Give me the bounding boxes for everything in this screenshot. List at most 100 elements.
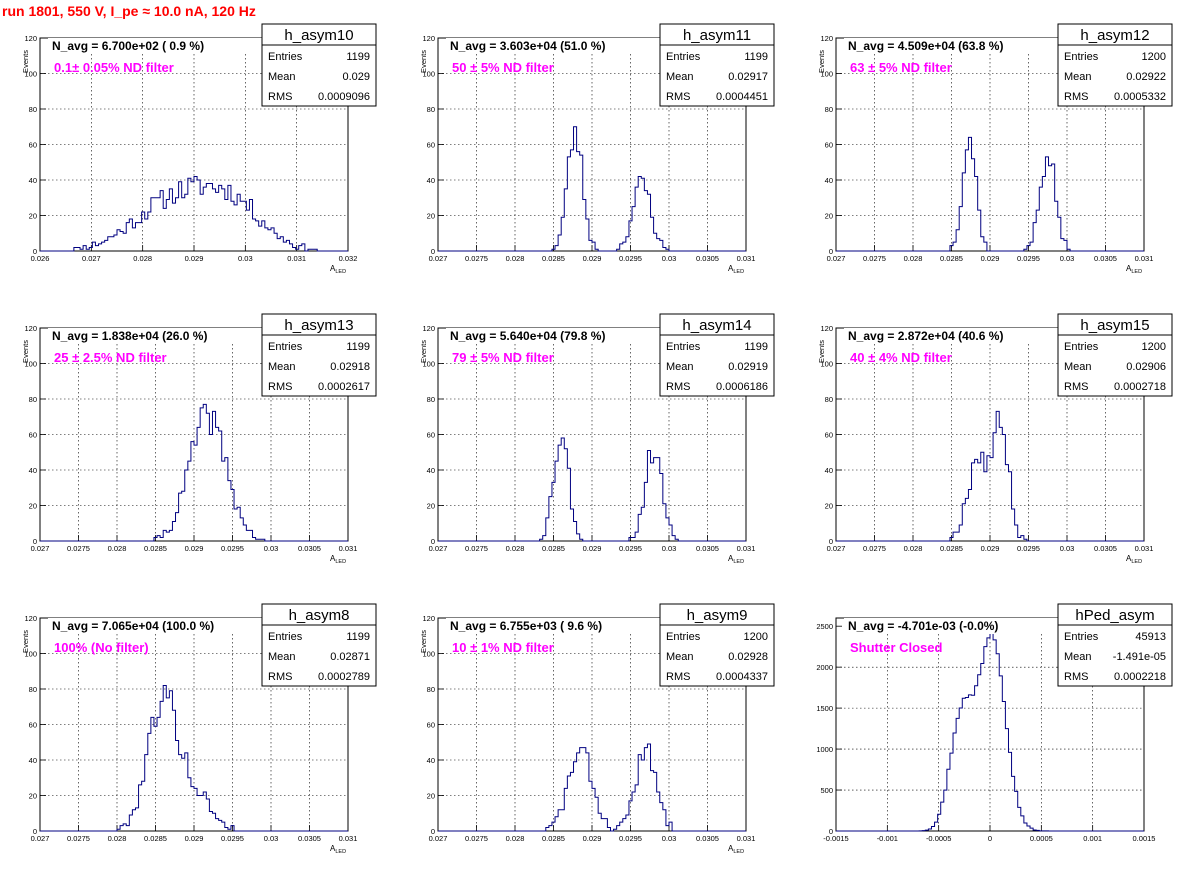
y-tick-label: 100 bbox=[24, 360, 37, 369]
navg-box bbox=[446, 38, 672, 54]
y-tick-label: 120 bbox=[422, 324, 435, 333]
x-tick-label: 0.0005 bbox=[1030, 834, 1053, 843]
x-axis-label: ALED bbox=[330, 264, 346, 275]
stats-value-entries: 45913 bbox=[1135, 631, 1166, 643]
x-tick-label: 0.0305 bbox=[298, 544, 321, 553]
x-tick-label: 0.0285 bbox=[542, 254, 565, 263]
stats-key-entries: Entries bbox=[1064, 51, 1099, 63]
x-tick-label: 0.0305 bbox=[1094, 544, 1117, 553]
histogram-panel-h_asym15: 0.027 0.0275 0.028 0.0285 0.029 0.0295 0.03 0.0… bbox=[817, 313, 1173, 565]
histogram-series bbox=[40, 403, 348, 542]
x-tick-label: 0.028 bbox=[506, 544, 525, 553]
navg-text: N_avg = 2.872e+04 (40.6 %) bbox=[848, 329, 1003, 343]
y-tick-label: 0 bbox=[829, 537, 833, 546]
stats-value-mean: 0.029 bbox=[342, 71, 370, 83]
navg-text: N_avg = 3.603e+04 (51.0 %) bbox=[450, 39, 605, 53]
stats-key-entries: Entries bbox=[268, 341, 303, 353]
histogram-panel-h_asym8: 0.027 0.0275 0.028 0.0285 0.029 0.0295 0.03 0.0… bbox=[21, 603, 377, 855]
stats-box bbox=[1057, 603, 1173, 687]
x-tick-label: 0.001 bbox=[1083, 834, 1102, 843]
stats-value-entries: 1199 bbox=[346, 341, 370, 353]
navg-box bbox=[446, 328, 672, 344]
x-axis-label: ALED bbox=[728, 264, 744, 275]
y-axis-label: Events bbox=[817, 50, 826, 73]
y-tick-label: 20 bbox=[825, 502, 833, 511]
x-tick-label: 0.0305 bbox=[696, 254, 719, 263]
x-tick-label: 0.0295 bbox=[221, 544, 244, 553]
x-tick-label: 0.0295 bbox=[1017, 254, 1040, 263]
filter-text: 0.1± 0.05% ND filter bbox=[54, 60, 174, 75]
x-tick-label: 0.027 bbox=[827, 544, 846, 553]
filter-text: Shutter Closed bbox=[850, 640, 943, 655]
stats-key-rms: RMS bbox=[1064, 91, 1088, 103]
filter-text: 50 ± 5% ND filter bbox=[452, 60, 554, 75]
y-tick-label: 120 bbox=[820, 34, 833, 43]
x-tick-label: 0.0275 bbox=[863, 544, 886, 553]
navg-text: N_avg = 1.838e+04 (26.0 %) bbox=[52, 329, 207, 343]
y-tick-label: 2500 bbox=[816, 622, 833, 631]
stats-key-mean: Mean bbox=[268, 71, 296, 83]
y-tick-label: 40 bbox=[427, 176, 435, 185]
x-tick-label: 0.028 bbox=[904, 254, 923, 263]
stats-key-entries: Entries bbox=[1064, 631, 1099, 643]
x-tick-label: 0.03 bbox=[264, 544, 279, 553]
x-tick-label: 0.0275 bbox=[465, 254, 488, 263]
x-tick-label: 0.0275 bbox=[465, 834, 488, 843]
x-tick-label: 0 bbox=[988, 834, 992, 843]
stats-key-mean: Mean bbox=[666, 361, 694, 373]
x-tick-label: 0.0285 bbox=[542, 544, 565, 553]
x-tick-label: 0.03 bbox=[1060, 544, 1075, 553]
navg-box bbox=[844, 328, 1070, 344]
y-tick-label: 2000 bbox=[816, 663, 833, 672]
stats-key-mean: Mean bbox=[1064, 71, 1092, 83]
stats-key-rms: RMS bbox=[268, 381, 292, 393]
stats-value-rms: 0.0002617 bbox=[318, 381, 370, 393]
y-tick-label: 120 bbox=[24, 324, 37, 333]
x-tick-label: 0.028 bbox=[506, 254, 525, 263]
x-tick-label: 0.029 bbox=[583, 544, 602, 553]
y-tick-label: 60 bbox=[29, 141, 37, 150]
x-tick-label: 0.0275 bbox=[465, 544, 488, 553]
histogram-panel-h_asym13: 0.027 0.0275 0.028 0.0285 0.029 0.0295 0.03 0.0… bbox=[21, 313, 377, 565]
stats-value-entries: 1200 bbox=[1142, 51, 1166, 63]
y-tick-label: 1000 bbox=[816, 745, 833, 754]
filter-text: 100% (No filter) bbox=[54, 640, 149, 655]
x-tick-label: 0.0295 bbox=[221, 834, 244, 843]
x-axis-label: ALED bbox=[1126, 554, 1142, 565]
x-tick-label: 0.031 bbox=[1135, 544, 1154, 553]
navg-box bbox=[446, 618, 672, 634]
stats-box bbox=[659, 23, 775, 107]
y-tick-label: 100 bbox=[422, 360, 435, 369]
y-axis-label: Events bbox=[21, 630, 30, 653]
stats-title: h_asym13 bbox=[284, 317, 353, 334]
x-tick-label: 0.028 bbox=[506, 834, 525, 843]
histogram-series bbox=[438, 437, 746, 542]
y-tick-label: 40 bbox=[29, 756, 37, 765]
x-tick-label: 0.028 bbox=[133, 254, 152, 263]
y-tick-label: 80 bbox=[427, 105, 435, 114]
y-tick-label: 20 bbox=[825, 212, 833, 221]
histogram-series bbox=[438, 743, 746, 832]
stats-value-rms: 0.0002218 bbox=[1114, 671, 1166, 683]
y-tick-label: 0 bbox=[431, 827, 435, 836]
y-axis-label: Events bbox=[419, 50, 428, 73]
stats-box bbox=[659, 313, 775, 397]
y-tick-label: 0 bbox=[431, 537, 435, 546]
stats-key-entries: Entries bbox=[666, 51, 701, 63]
y-tick-label: 1500 bbox=[816, 704, 833, 713]
x-tick-label: 0.031 bbox=[1135, 254, 1154, 263]
y-tick-label: 100 bbox=[24, 70, 37, 79]
x-tick-label: 0.031 bbox=[737, 544, 756, 553]
navg-text: N_avg = 6.700e+02 ( 0.9 %) bbox=[52, 39, 204, 53]
stats-value-rms: 0.0004337 bbox=[716, 671, 768, 683]
histogram-panel-h_asym12: 0.027 0.0275 0.028 0.0285 0.029 0.0295 0.03 0.0… bbox=[817, 23, 1173, 275]
stats-value-entries: 1200 bbox=[1142, 341, 1166, 353]
y-tick-label: 60 bbox=[427, 431, 435, 440]
stats-title: h_asym9 bbox=[687, 607, 748, 624]
x-tick-label: 0.027 bbox=[429, 834, 448, 843]
x-tick-label: 0.0275 bbox=[863, 254, 886, 263]
run-title: run 1801, 550 V, I_pe ≈ 10.0 nA, 120 Hz bbox=[2, 3, 256, 19]
histogram-series bbox=[40, 684, 348, 832]
x-tick-label: 0.0295 bbox=[619, 834, 642, 843]
y-tick-label: 80 bbox=[825, 395, 833, 404]
